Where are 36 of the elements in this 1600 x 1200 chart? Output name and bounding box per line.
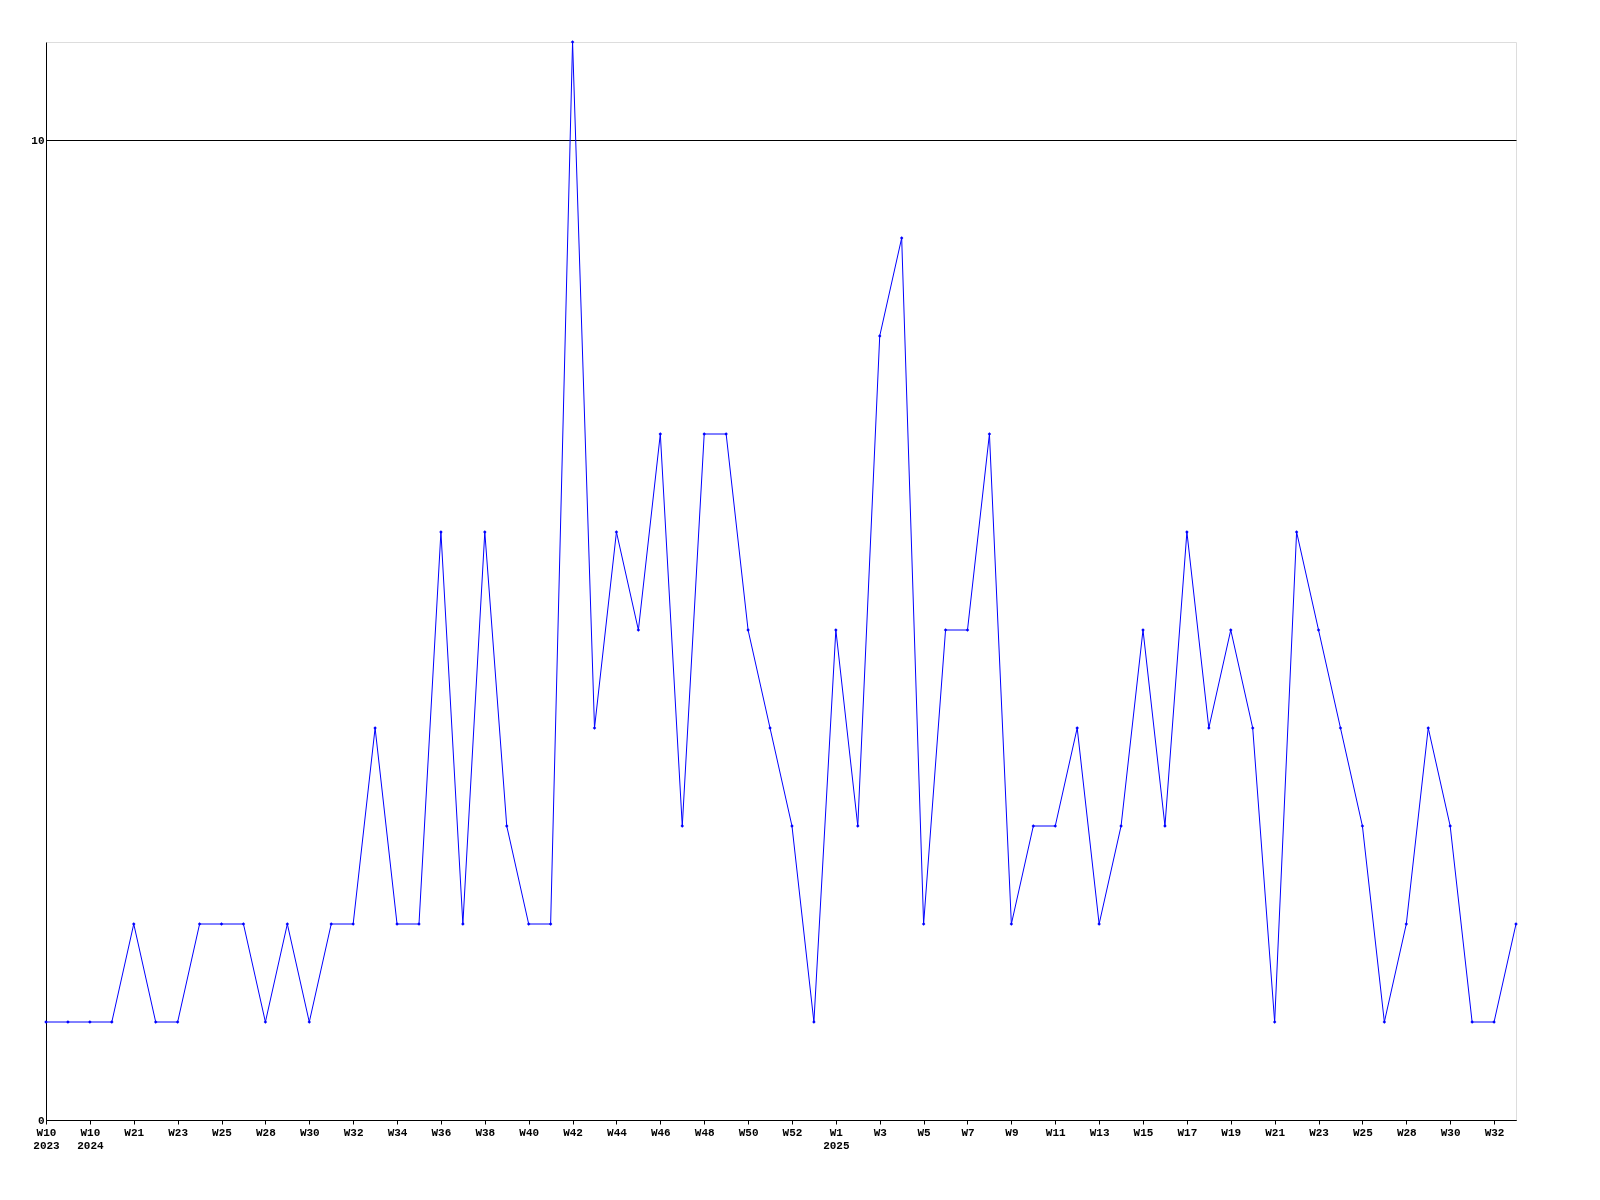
x-tick-label: W44: [607, 1126, 628, 1139]
x-tick-label: W7: [961, 1126, 975, 1139]
x-tick-label: W32: [1484, 1126, 1505, 1139]
x-tick-label: W25: [212, 1126, 233, 1139]
x-tick-label: W5: [917, 1126, 932, 1139]
x-tick-label: W10 2023: [33, 1126, 61, 1152]
x-tick-label: W10 2024: [77, 1126, 104, 1152]
x-tick-label: W17: [1177, 1126, 1198, 1139]
x-tick-label: W23: [168, 1126, 189, 1139]
y-tick-label: 10: [31, 134, 45, 147]
x-tick-label: W25: [1353, 1126, 1374, 1139]
x-tick-label: W1 2025: [823, 1126, 850, 1152]
x-tick-label: W28: [256, 1126, 277, 1139]
x-tick-label: W32: [343, 1126, 364, 1139]
x-tick-label: W23: [1309, 1126, 1330, 1139]
x-tick-label: W36: [431, 1126, 452, 1139]
x-tick-label: W3: [873, 1126, 888, 1139]
x-tick-label: W46: [650, 1126, 671, 1139]
x-tick-label: W21: [124, 1126, 145, 1139]
x-tick-label: W38: [475, 1126, 496, 1139]
x-tick-label: W9: [1005, 1126, 1019, 1139]
x-tick-label: W48: [694, 1126, 715, 1139]
y-tick-label: 0: [37, 1114, 45, 1127]
x-tick-label: W19: [1221, 1126, 1242, 1139]
x-tick-label: W11: [1045, 1126, 1067, 1139]
x-tick-label: W13: [1089, 1126, 1110, 1139]
x-tick-label: W21: [1265, 1126, 1286, 1139]
x-tick-label: W42: [563, 1126, 583, 1139]
x-tick-label: W40: [519, 1126, 540, 1139]
x-tick-label: W30: [1440, 1126, 1461, 1139]
x-tick-label: W28: [1396, 1126, 1418, 1139]
x-tick-label: W50: [738, 1126, 759, 1139]
x-tick-label: W34: [387, 1126, 408, 1139]
x-tick-label: W15: [1133, 1126, 1154, 1139]
x-tick-label: W52: [782, 1126, 803, 1139]
x-tick-label: W30: [299, 1126, 320, 1139]
